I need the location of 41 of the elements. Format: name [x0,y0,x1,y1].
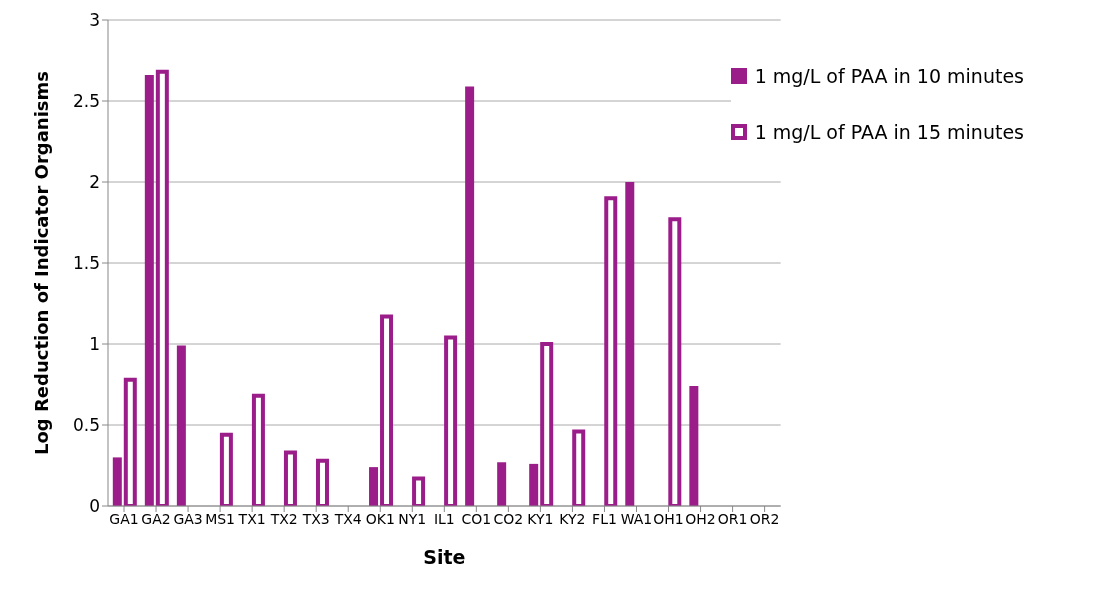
x-tick-label: OK1 [365,510,395,527]
x-tick-label: OH1 [653,510,684,527]
x-tick-label: GA3 [173,510,203,527]
bar [176,345,186,506]
x-tick-label: OH2 [685,510,716,527]
bar [112,457,122,506]
x-tick-label: NY1 [398,510,427,527]
x-tick-label: CO2 [493,510,524,527]
x-axis-title: Site [423,546,466,568]
x-tick-label: GA2 [141,510,171,527]
y-tick-label: 2.5 [72,91,100,112]
x-tick-label: KY1 [527,510,554,527]
x-tick-label: TX1 [237,510,266,527]
bar [497,462,507,506]
bar [144,75,154,506]
x-tick-label: TX2 [269,510,298,527]
y-tick-label: 1.5 [72,253,100,274]
y-tick-label: 1 [89,334,100,355]
x-tick-label: GA1 [109,510,139,527]
bar [369,467,379,506]
bar [625,182,635,506]
legend-label: 1 mg/L of PAA in 15 minutes [754,121,1024,143]
bar [529,463,539,506]
x-tick-label: MS1 [205,510,236,527]
bar [689,386,699,506]
y-tick-label: 0 [89,496,100,517]
x-tick-label: WA1 [620,510,653,527]
bar [465,86,475,506]
x-tick-label: KY2 [559,510,586,527]
legend-label: 1 mg/L of PAA in 10 minutes [754,65,1024,87]
y-tick-label: 3 [89,10,100,31]
x-tick-label: TX3 [301,510,330,527]
x-tick-label: OR2 [749,510,780,527]
y-tick-label: 2 [89,172,100,193]
x-tick-label: CO1 [461,510,492,527]
y-tick-label: 0.5 [72,415,100,436]
x-tick-label: FL1 [592,510,617,527]
y-axis-title: Log Reduction of Indicator Organisms [31,71,53,455]
x-tick-label: IL1 [433,510,455,527]
x-tick-label: OR1 [717,510,748,527]
x-tick-label: TX4 [333,510,362,527]
